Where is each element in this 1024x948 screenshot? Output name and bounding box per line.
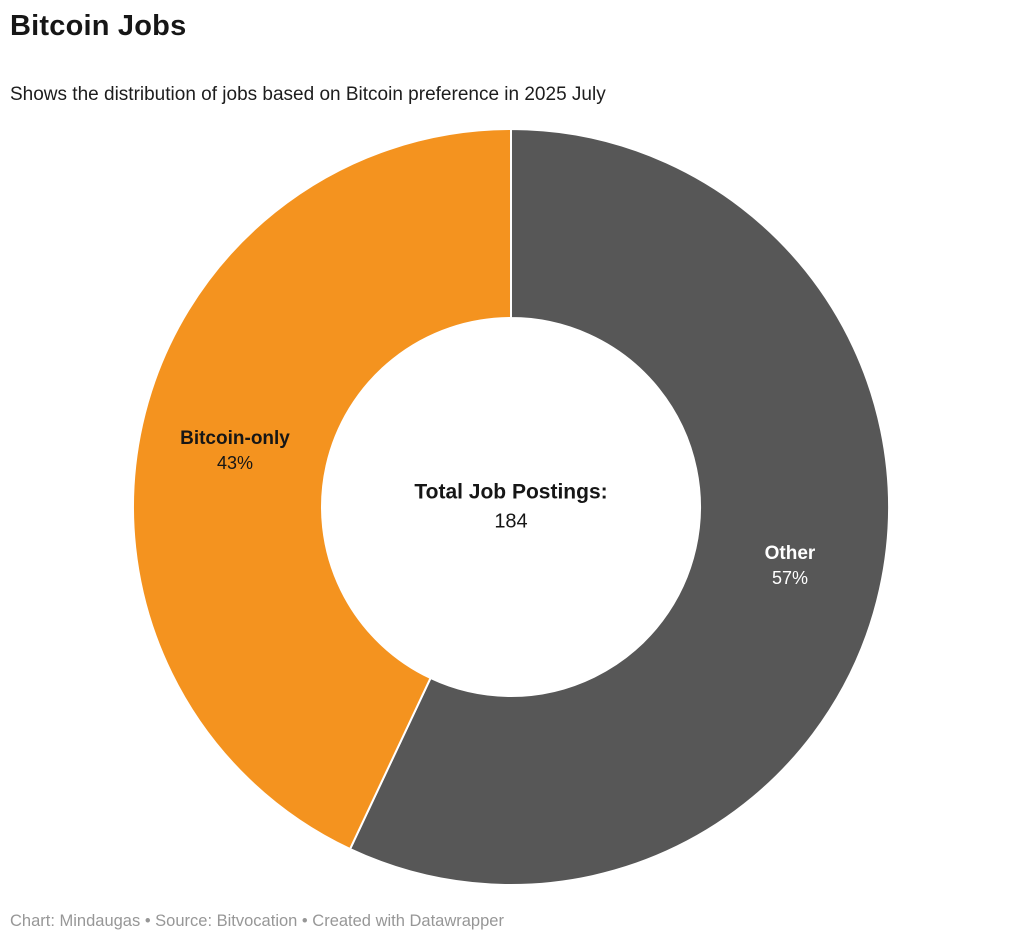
donut-chart-svg [132, 128, 890, 886]
footer-attribution: Chart: Mindaugas • Source: Bitvocation •… [10, 912, 504, 930]
pie-slice-other[interactable] [349, 128, 890, 886]
pie-slice-bitcoin-only[interactable] [132, 128, 512, 851]
chart-subtitle: Shows the distribution of jobs based on … [10, 84, 606, 105]
page-title: Bitcoin Jobs [10, 10, 187, 42]
